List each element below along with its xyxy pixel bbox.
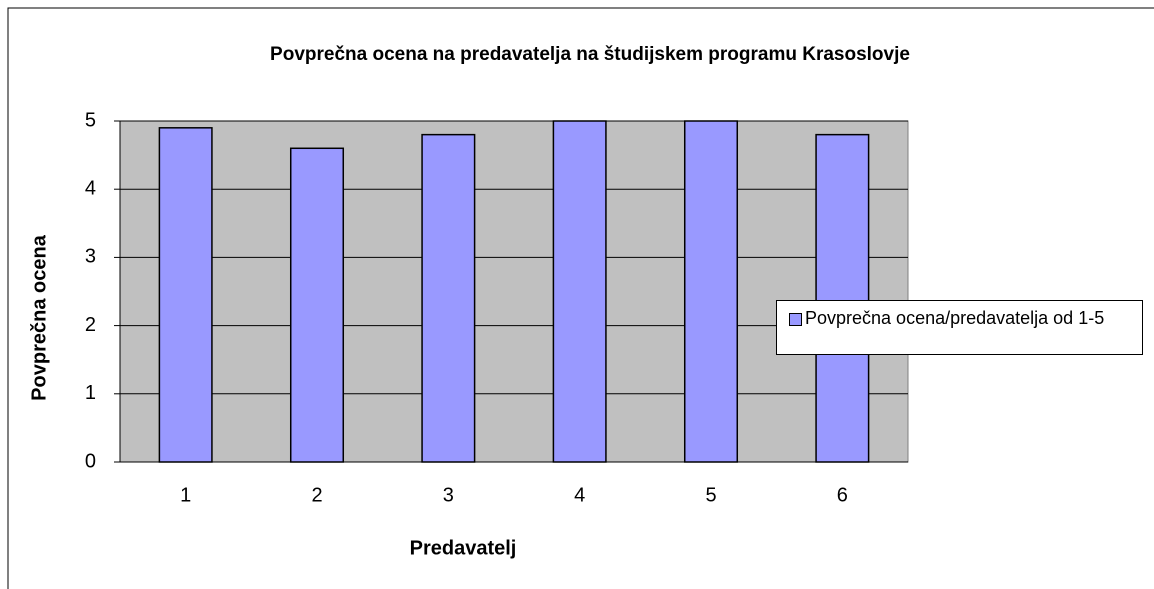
y-tick-label: 1 xyxy=(85,382,96,404)
x-tick-label: 5 xyxy=(705,484,716,506)
y-tick-label: 0 xyxy=(85,450,96,472)
bar xyxy=(158,127,213,463)
y-tick-label: 4 xyxy=(85,177,96,199)
x-tick-label: 4 xyxy=(574,484,585,506)
legend-swatch xyxy=(789,313,802,326)
y-tick-label: 3 xyxy=(85,246,96,268)
x-tick-label: 1 xyxy=(180,484,191,506)
x-tick-label: 2 xyxy=(311,484,322,506)
bar xyxy=(289,147,345,463)
legend-label: Povprečna ocena/predavatelja od 1-5 xyxy=(805,308,1105,328)
y-tick-label: 5 xyxy=(85,109,96,131)
bar xyxy=(421,133,476,463)
y-axis-label: Povprečna ocena xyxy=(28,234,50,401)
bar xyxy=(815,133,870,463)
bar xyxy=(683,120,739,463)
x-axis-label: Predavatelj xyxy=(410,537,517,559)
x-tick-label: 3 xyxy=(443,484,454,506)
y-tick-label: 2 xyxy=(85,314,96,336)
x-tick-label: 6 xyxy=(837,484,848,506)
chart-title: Povprečna ocena na predavatelja na študi… xyxy=(270,44,910,65)
plot-area xyxy=(119,120,909,463)
legend: Povprečna ocena/predavatelja od 1-5 xyxy=(776,300,1143,355)
bar xyxy=(552,120,607,463)
